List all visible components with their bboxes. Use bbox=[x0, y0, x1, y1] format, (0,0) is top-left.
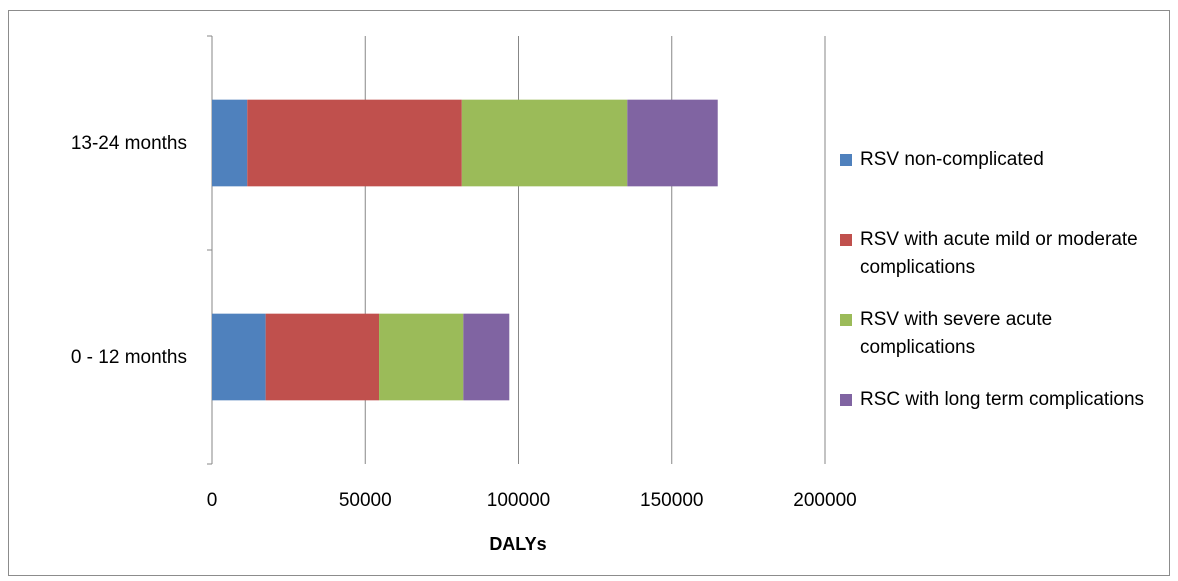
x-tick-label: 100000 bbox=[487, 490, 550, 511]
x-tick-label: 50000 bbox=[339, 490, 392, 511]
x-tick-label: 200000 bbox=[793, 490, 856, 511]
bars bbox=[212, 99, 718, 401]
legend-label: RSV with acute mild or moderate complica… bbox=[860, 229, 1138, 278]
legend-item: RSV non-complicated bbox=[840, 146, 1170, 226]
bar-segment bbox=[265, 313, 380, 401]
legend-item: RSV with severe acute complications bbox=[840, 306, 1170, 386]
x-tick-label: 0 bbox=[207, 490, 218, 511]
legend-swatch bbox=[840, 234, 852, 246]
legend-item: RSV with acute mild or moderate complica… bbox=[840, 226, 1170, 306]
category-labels: 0 - 12 months 13-24 months bbox=[71, 133, 187, 368]
bar-segment bbox=[247, 99, 462, 187]
category-axis bbox=[207, 35, 213, 465]
x-tick-label: 150000 bbox=[640, 490, 703, 511]
bar-segment bbox=[379, 313, 464, 401]
legend-swatch bbox=[840, 154, 852, 166]
legend-swatch bbox=[840, 394, 852, 406]
legend-label: RSV non-complicated bbox=[860, 149, 1044, 170]
bar-segment bbox=[212, 99, 248, 187]
bar-segment bbox=[463, 313, 510, 401]
legend-label: RSV with severe acute complications bbox=[860, 309, 1053, 358]
bar-segment bbox=[627, 99, 718, 187]
legend-swatch bbox=[840, 314, 852, 326]
legend-item: RSC with long term complications bbox=[840, 386, 1170, 466]
x-axis-title: DALYs bbox=[489, 534, 546, 554]
legend: RSV non-complicated RSV with acute mild o… bbox=[840, 146, 1170, 466]
x-tick-labels: 0 50000 100000 150000 200000 bbox=[207, 490, 857, 511]
category-label: 0 - 12 months bbox=[71, 347, 187, 368]
legend-label: RSC with long term complications bbox=[860, 389, 1145, 410]
bar-segment bbox=[461, 99, 628, 187]
category-label: 13-24 months bbox=[71, 133, 187, 154]
bar-segment bbox=[212, 313, 266, 401]
